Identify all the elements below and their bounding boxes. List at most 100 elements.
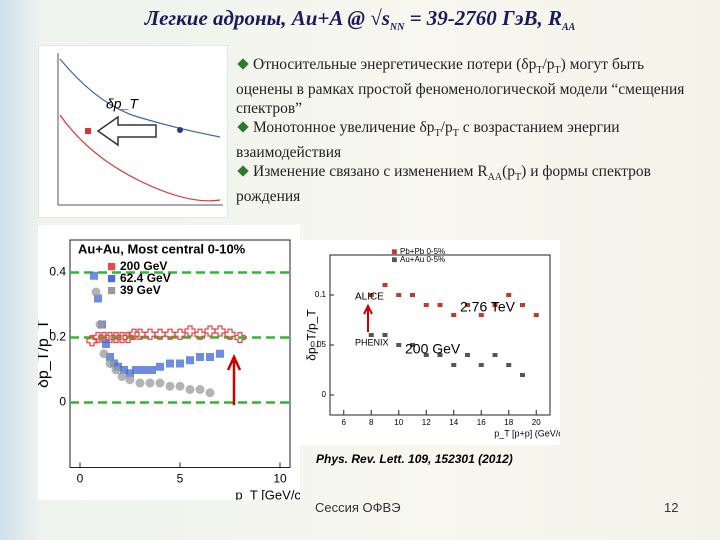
- y-tick-label: 0.2: [49, 330, 66, 344]
- data-point: [148, 366, 156, 374]
- data-point: [154, 328, 166, 340]
- data-point: [126, 369, 134, 378]
- data-point: [165, 381, 175, 391]
- y-tick-label: 0.1: [315, 290, 327, 299]
- y-axis-label: δp_T/p_T: [38, 319, 52, 388]
- text-segment: T: [536, 65, 543, 77]
- data-point: [155, 378, 165, 388]
- data-point: [111, 365, 121, 375]
- data-point: [194, 328, 206, 340]
- x-axis-label: p_T [GeV/c]: [235, 488, 300, 500]
- y-tick-label: 0.4: [49, 265, 66, 279]
- x-tick-label: 16: [477, 418, 486, 427]
- text-segment: Монотонное увеличение δp: [253, 119, 435, 137]
- data-point: [368, 333, 374, 337]
- data-point: [166, 359, 174, 368]
- reference: Phys. Rev. Lett. 109, 152301 (2012): [316, 452, 513, 466]
- data-point: [492, 353, 498, 357]
- data-point: [451, 363, 457, 367]
- legend-swatch: [108, 263, 116, 271]
- x-tick-label: 6: [342, 418, 347, 427]
- data-point: [506, 363, 512, 367]
- data-point: [106, 353, 114, 361]
- data-point: [465, 353, 470, 357]
- text-segment: Относительные энергетические потери (δp: [253, 56, 537, 73]
- data-point: [520, 303, 525, 307]
- arrow: [363, 303, 373, 332]
- x-tick-label: 10: [394, 418, 403, 427]
- data-point: [533, 313, 539, 317]
- annotation: 200 GeV: [405, 341, 461, 357]
- bullet-marker: [237, 121, 249, 133]
- data-point: [214, 325, 226, 337]
- data-point: [90, 271, 98, 280]
- annotation: 2.76 TeV: [460, 299, 516, 315]
- data-point: [95, 320, 105, 329]
- legend-label: Pb+Pb 0-5%: [400, 247, 445, 256]
- data-point: [132, 366, 140, 374]
- data-point: [186, 356, 194, 365]
- inset-figure: δp_T: [38, 45, 228, 218]
- data-point: [410, 293, 415, 297]
- data-point: [140, 366, 148, 374]
- data-point: [506, 293, 512, 297]
- text-segment: NN: [389, 22, 405, 34]
- legend-swatch: [392, 249, 397, 255]
- text-segment: = 39-2760 ГэВ, R: [404, 6, 562, 30]
- data-point: [135, 378, 145, 388]
- data-point: [91, 287, 101, 297]
- data-point: [86, 335, 98, 347]
- text-segment: T: [554, 65, 561, 77]
- text-segment: (p: [502, 163, 516, 181]
- page-number: 12: [664, 500, 679, 515]
- data-point: [204, 325, 216, 337]
- bullet-marker: [237, 58, 249, 70]
- text-segment: ) могут быть оценены в рамках простой фе…: [236, 56, 685, 118]
- data-point: [216, 349, 224, 358]
- data-point: [99, 349, 109, 359]
- data-point: [224, 328, 236, 340]
- bullet: Монотонное увеличение δpT/pT с возрастан…: [236, 118, 696, 162]
- x-tick-label: 0: [77, 472, 84, 486]
- data-point: [410, 343, 415, 347]
- footer: Сессия ОФВЭ: [315, 500, 401, 515]
- data-point: [478, 363, 484, 367]
- data-point: [134, 328, 146, 340]
- text-segment: AA: [561, 22, 576, 34]
- data-point: [196, 353, 204, 361]
- legend-swatch: [392, 257, 397, 263]
- data-point: [437, 353, 443, 357]
- x-axis-label: p_T [p+p] (GeV/c): [494, 429, 560, 439]
- data-point: [175, 381, 185, 391]
- legend-swatch: [108, 287, 116, 295]
- y-axis-label: δp_T/p_T: [305, 309, 319, 361]
- data-point: [492, 303, 498, 307]
- plot-frame: [329, 254, 551, 416]
- x-tick-label: 10: [273, 472, 287, 486]
- data-point: [185, 385, 195, 394]
- legend-swatch: [108, 275, 116, 283]
- x-tick-label: 14: [449, 418, 458, 427]
- data-point: [176, 359, 184, 368]
- data-point: [122, 331, 134, 344]
- x-tick-label: 20: [532, 418, 541, 427]
- data-point: [174, 328, 186, 340]
- data-point: [368, 293, 374, 297]
- data-point: [437, 303, 443, 307]
- text-segment: /p: [542, 56, 555, 73]
- annotation: PHENIX: [355, 337, 389, 347]
- data-point: [195, 385, 205, 394]
- data-point: [396, 293, 402, 297]
- main-chart: 0 0.2 0.4 0 5 10 p_T [GeV/c] δp_T/p_T Au+Au, Mos…: [38, 225, 300, 500]
- text-segment: /p: [440, 119, 453, 137]
- data-point: [184, 325, 196, 337]
- legend-label: 200 GeV: [120, 259, 167, 273]
- legend-label: Au+Au 0-5%: [400, 255, 445, 264]
- data-point: [94, 294, 102, 303]
- x-tick-label: 5: [177, 472, 184, 486]
- text-segment: T: [434, 128, 441, 140]
- legend-label: 39 GeV: [120, 283, 161, 297]
- data-point: [423, 303, 429, 307]
- data-point: [120, 366, 128, 374]
